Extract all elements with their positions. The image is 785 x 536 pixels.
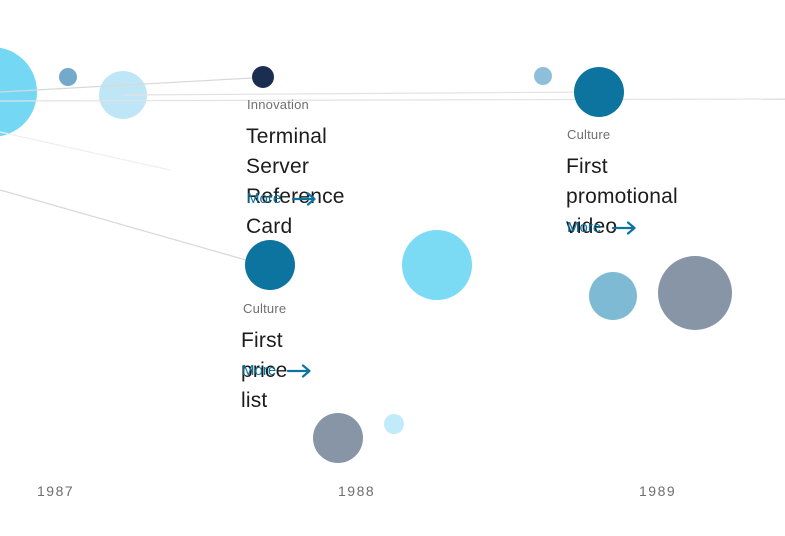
bubbles-over-lines (245, 66, 732, 463)
bubble-1988-slate-medium[interactable] (313, 413, 363, 463)
bubble-1987-small-steel[interactable] (59, 68, 77, 86)
year-label-1987: 1987 (37, 483, 75, 499)
year-label-1989: 1989 (639, 483, 677, 499)
event-title: First price list (241, 329, 288, 412)
bubble-1988-pale-small[interactable] (384, 414, 404, 434)
bubble-1989-steel-medium[interactable] (589, 272, 637, 320)
bubble-1989-slate-large[interactable] (658, 256, 732, 330)
more-link[interactable]: More (247, 190, 318, 207)
bubble-innovation-terminal-server[interactable] (252, 66, 274, 88)
event-category-label: Innovation (247, 97, 309, 112)
connector-line (0, 189, 254, 263)
bubble-culture-first-price-list[interactable] (245, 240, 295, 290)
arrow-right-icon (292, 191, 316, 206)
bubble-1987-large-cyan-left[interactable] (0, 47, 37, 137)
connector-line (0, 131, 171, 171)
bubble-culture-promotional-video[interactable] (574, 67, 624, 117)
connector-line (0, 77, 253, 93)
event-category-label: Culture (243, 301, 287, 316)
more-link-label: More (247, 190, 282, 207)
event-category-label: Culture (567, 127, 611, 142)
bubbles-under-lines (0, 47, 147, 137)
year-label-1988: 1988 (338, 483, 376, 499)
connector-line (0, 98, 785, 102)
more-link-label: More (567, 219, 602, 236)
bubble-1989-small-steel[interactable] (534, 67, 552, 85)
event-title: First promotional video (566, 155, 678, 238)
bubble-1988-large-cyan[interactable] (402, 230, 472, 300)
connector-line (122, 91, 599, 96)
more-link[interactable]: More (242, 362, 313, 379)
arrow-right-icon (287, 363, 311, 378)
connector-lines (0, 77, 785, 263)
arrow-right-icon (612, 220, 636, 235)
more-link-label: More (242, 362, 277, 379)
event-title: Terminal Server Reference Card (246, 125, 345, 238)
more-link[interactable]: More (567, 219, 638, 236)
